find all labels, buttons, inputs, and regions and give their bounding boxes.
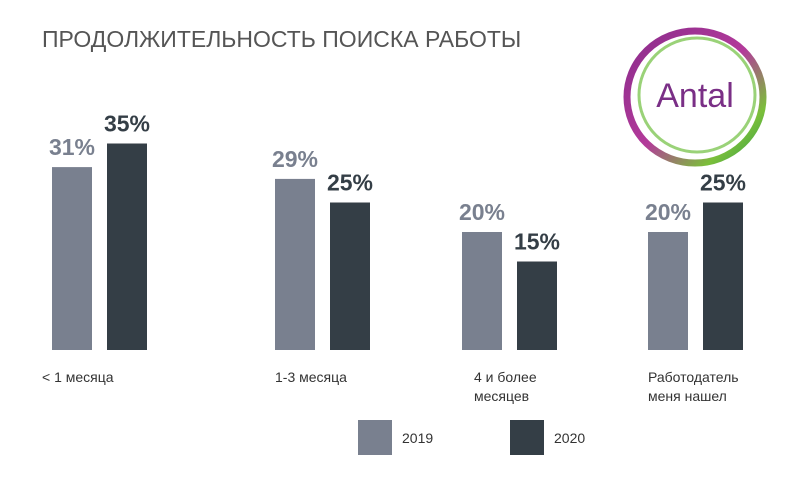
x-tick-label: < 1 месяца [42, 369, 114, 385]
value-label: 25% [700, 170, 746, 196]
bar [648, 232, 688, 350]
bar [275, 178, 315, 350]
bar [517, 261, 557, 350]
value-label: 25% [327, 170, 373, 196]
x-tick-label: 4 и более месяцев [474, 369, 537, 404]
logo-text: Antal [656, 77, 734, 115]
value-label: 31% [49, 134, 95, 160]
x-tick-label: Работодатель меня нашел [648, 369, 739, 404]
value-label: 20% [459, 199, 505, 225]
legend-label: 2019 [402, 430, 433, 446]
bar [107, 143, 147, 350]
logo-ring-inner [637, 36, 757, 154]
logo: Antal [623, 27, 767, 167]
bar [703, 202, 743, 350]
bar [330, 202, 370, 350]
legend-swatch [510, 420, 544, 455]
value-label: 29% [272, 146, 318, 172]
chart-title: ПРОДОЛЖИТЕЛЬНОСТЬ ПОИСКА РАБОТЫ [42, 26, 521, 52]
logo-ring [623, 27, 767, 167]
value-label: 35% [104, 111, 150, 137]
value-label: 20% [645, 199, 691, 225]
x-tick-label: 1-3 месяца [275, 369, 347, 385]
bar [52, 167, 92, 350]
value-label: 15% [514, 229, 560, 255]
legend-swatch [358, 420, 392, 455]
legend-label: 2020 [554, 430, 585, 446]
bar [462, 232, 502, 350]
